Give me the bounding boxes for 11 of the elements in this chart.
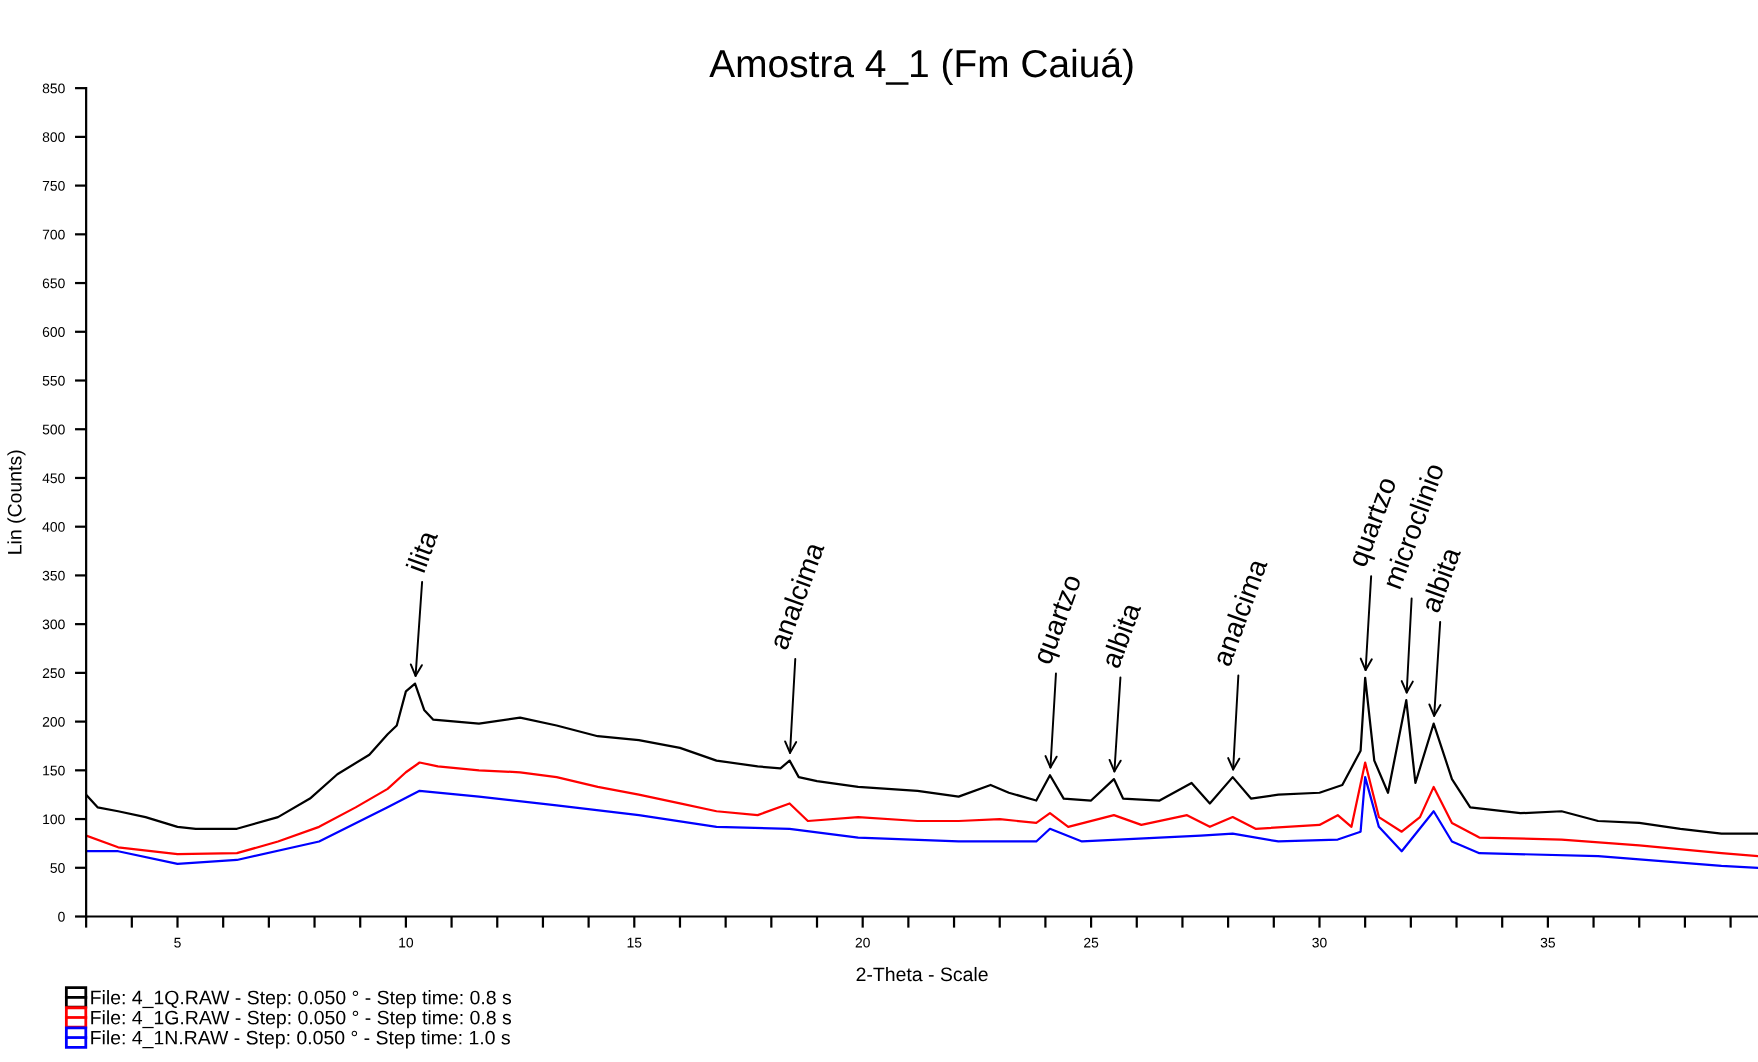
annotation: ilita bbox=[405, 528, 439, 573]
line-series bbox=[86, 761, 1758, 858]
y-axis-title: Lin (Counts) bbox=[7, 450, 26, 554]
annotation: quartzo bbox=[1033, 573, 1087, 667]
chart-title: Amostra 4_1 (Fm Caiuá) bbox=[709, 48, 1133, 86]
x-axis-title: 2-Theta - Scale bbox=[856, 966, 988, 982]
legend-label: File: 4_1N.RAW - Step: 0.050 ° - Step time: 1.0 s bbox=[91, 1030, 510, 1049]
legend-label: File: 4_1Q.RAW - Step: 0.050 ° - Step time: 0.8 s bbox=[91, 990, 512, 1009]
line-series bbox=[86, 776, 1758, 869]
annotation: albita bbox=[1099, 600, 1142, 669]
legend-label: File: 4_1G.RAW - Step: 0.050 ° - Step time: 0.8 s bbox=[91, 1010, 512, 1029]
